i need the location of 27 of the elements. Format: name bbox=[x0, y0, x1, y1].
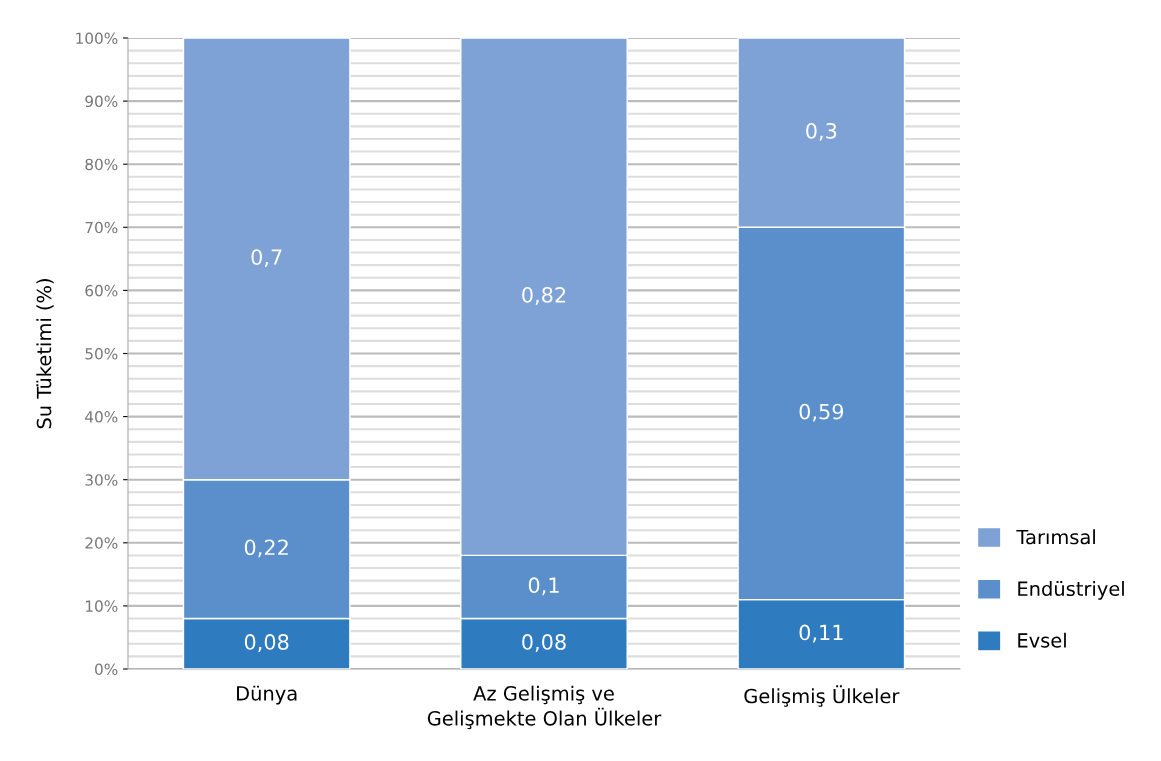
y-tick-label: 90% bbox=[85, 95, 118, 108]
x-tick-label: Az Gelişmiş ve Gelişmekte Olan Ülkeler bbox=[427, 685, 662, 730]
y-tick-label: 10% bbox=[86, 600, 118, 612]
y-tick-label: 0% bbox=[95, 663, 118, 676]
x-tick-label: Dünya bbox=[237, 685, 297, 705]
legend-label: Evsel bbox=[1018, 632, 1066, 648]
y-tick-label: 50% bbox=[85, 347, 118, 360]
y-tick-label: 100% bbox=[76, 32, 118, 45]
data-label: 0,22 bbox=[244, 539, 288, 558]
data-label: 0,11 bbox=[799, 624, 843, 643]
y-axis-title: Su Tüketimi (%) bbox=[36, 279, 54, 429]
data-label: 0,08 bbox=[522, 634, 566, 652]
data-label: 0,3 bbox=[806, 122, 837, 141]
y-tick-label: 40% bbox=[85, 411, 118, 423]
data-label: 0,7 bbox=[251, 249, 282, 268]
data-label: 0,08 bbox=[244, 634, 289, 652]
data-label: 0,59 bbox=[799, 403, 844, 422]
legend-label: Endüstriyel bbox=[1018, 581, 1124, 600]
data-label: 0,1 bbox=[528, 577, 559, 596]
data-label: 0,82 bbox=[522, 287, 566, 305]
y-tick-label: 20% bbox=[85, 537, 118, 549]
x-tick-label: Gelişmiş Ülkeler bbox=[744, 685, 900, 707]
y-tick-label: 80% bbox=[85, 158, 118, 171]
y-tick-label: 30% bbox=[85, 474, 118, 486]
legend-label: Tarımsal bbox=[1016, 529, 1095, 545]
y-tick-label: 70% bbox=[85, 221, 118, 234]
y-tick-label: 60% bbox=[85, 284, 118, 297]
